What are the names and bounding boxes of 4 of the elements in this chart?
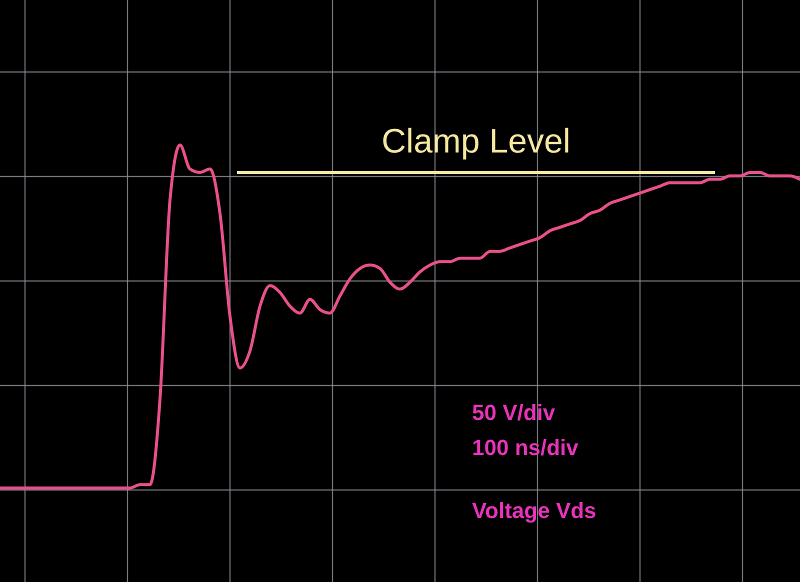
ref-line-label: Clamp Level (382, 122, 570, 160)
annotation: 100 ns/div (472, 435, 580, 460)
annotation: 50 V/div (472, 400, 556, 425)
text: Voltage Vds (472, 498, 596, 523)
